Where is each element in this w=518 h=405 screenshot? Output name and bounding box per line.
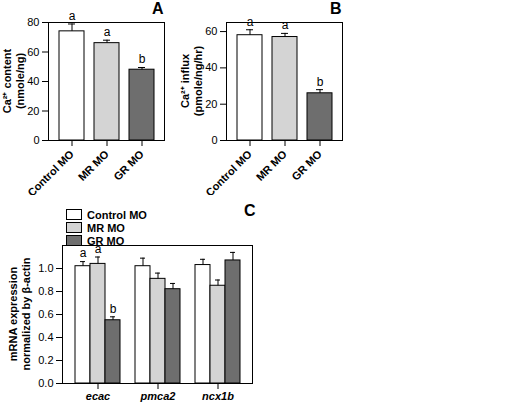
svg-text:20: 20	[205, 98, 217, 110]
svg-text:GR MO: GR MO	[111, 147, 146, 182]
svg-text:0.2: 0.2	[38, 354, 53, 366]
svg-text:ecac: ecac	[86, 390, 110, 402]
svg-text:0.0: 0.0	[38, 377, 53, 389]
svg-text:Control MO: Control MO	[203, 147, 254, 195]
svg-text:20: 20	[27, 105, 39, 117]
svg-text:0.4: 0.4	[38, 331, 53, 343]
svg-text:1.0: 1.0	[38, 262, 53, 274]
svg-text:0: 0	[211, 134, 217, 146]
svg-text:a: a	[282, 18, 289, 32]
svg-text:a: a	[80, 246, 87, 260]
svg-text:a: a	[69, 9, 76, 23]
svg-text:MR MO: MR MO	[76, 147, 112, 183]
svg-text:a: a	[104, 25, 111, 39]
svg-text:0.6: 0.6	[38, 308, 53, 320]
svg-text:60: 60	[27, 46, 39, 58]
svg-text:ncx1b: ncx1b	[202, 390, 234, 402]
svg-text:0: 0	[33, 134, 39, 146]
svg-text:pmca2: pmca2	[140, 390, 176, 402]
svg-text:Control MO: Control MO	[25, 147, 76, 195]
svg-text:MR MO: MR MO	[254, 147, 290, 183]
svg-text:40: 40	[27, 75, 39, 87]
svg-text:b: b	[139, 52, 146, 66]
svg-text:40: 40	[205, 61, 217, 73]
svg-text:0.8: 0.8	[38, 285, 53, 297]
svg-text:b: b	[317, 75, 324, 89]
svg-text:80: 80	[27, 16, 39, 28]
svg-text:a: a	[247, 15, 254, 29]
svg-text:GR MO: GR MO	[289, 147, 324, 182]
svg-text:60: 60	[205, 25, 217, 37]
svg-text:b: b	[110, 302, 117, 316]
